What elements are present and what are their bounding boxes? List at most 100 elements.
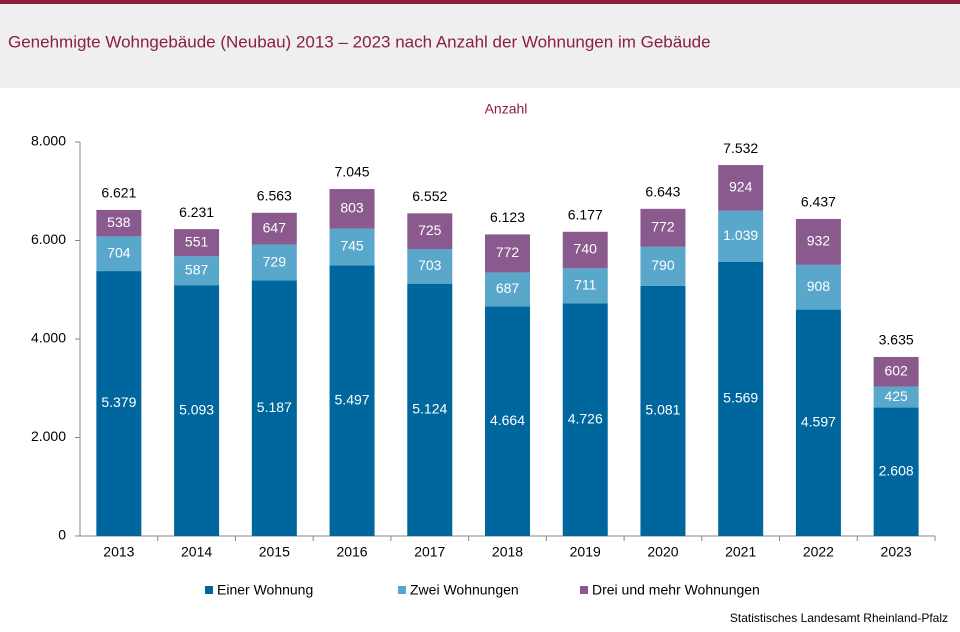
- value-label: 4.664: [490, 412, 525, 428]
- bar-segment: [96, 236, 142, 272]
- bar-segment: [485, 234, 530, 273]
- value-label: 703: [418, 257, 442, 273]
- value-label: 5.081: [645, 402, 680, 418]
- bar-segment: [718, 261, 764, 536]
- x-tick-label: 2021: [725, 544, 756, 560]
- value-label: 5.497: [335, 391, 370, 407]
- x-tick-label: 2018: [492, 544, 523, 560]
- top-rule: [0, 0, 960, 4]
- bar-segment: [873, 407, 919, 536]
- chart-title: Genehmigte Wohngebäude (Neubau) 2013 – 2…: [8, 32, 711, 51]
- bar-segment: [329, 265, 375, 536]
- x-tick-label: 2022: [803, 544, 834, 560]
- y-tick-label: 4.000: [31, 330, 66, 346]
- value-label: 772: [651, 219, 675, 235]
- y-axis-label: Anzahl: [485, 101, 528, 117]
- bar-segment: [96, 271, 142, 536]
- bar-segment: [795, 309, 841, 536]
- total-label: 7.532: [723, 140, 758, 156]
- value-label: 4.597: [801, 414, 836, 430]
- total-label: 6.231: [179, 204, 214, 220]
- bar-segment: [174, 229, 220, 257]
- total-label: 6.437: [801, 194, 836, 210]
- bar-segment: [329, 228, 375, 266]
- bar-segment: [96, 209, 142, 237]
- bar-segment: [562, 231, 608, 269]
- bar-segment: [718, 165, 764, 211]
- value-label: 5.569: [723, 390, 758, 406]
- value-label: 745: [340, 238, 364, 254]
- bar-segment: [174, 256, 220, 286]
- value-label: 5.187: [257, 399, 292, 415]
- bar-segment: [873, 356, 919, 387]
- bar-segment: [718, 210, 764, 262]
- x-tick-label: 2014: [181, 544, 212, 560]
- x-tick-label: 2019: [570, 544, 601, 560]
- value-label: 2.608: [879, 462, 914, 478]
- legend-label: Zwei Wohnungen: [410, 582, 519, 598]
- value-label: 803: [340, 200, 364, 216]
- bar-segment: [873, 386, 919, 408]
- value-label: 729: [263, 253, 287, 269]
- bar-segment: [407, 213, 453, 250]
- value-label: 4.726: [568, 410, 603, 426]
- y-tick-label: 0: [58, 527, 66, 543]
- bar-segment: [485, 272, 530, 307]
- bar-segment: [485, 306, 530, 536]
- x-tick-label: 2013: [103, 544, 134, 560]
- bar-segment: [562, 268, 608, 304]
- value-label: 772: [496, 244, 520, 260]
- y-tick-label: 2.000: [31, 428, 66, 444]
- value-label: 908: [807, 278, 831, 294]
- legend-swatch: [580, 586, 588, 594]
- value-label: 425: [884, 388, 908, 404]
- source: Statistisches Landesamt Rheinland-Pfalz: [730, 611, 948, 625]
- value-label: 932: [807, 233, 831, 249]
- bar-segment: [562, 303, 608, 536]
- bar-segment: [640, 285, 686, 536]
- x-tick-label: 2015: [259, 544, 290, 560]
- value-label: 551: [185, 233, 209, 249]
- value-label: 5.093: [179, 401, 214, 417]
- x-tick-label: 2020: [647, 544, 678, 560]
- value-label: 704: [107, 244, 131, 260]
- value-label: 687: [496, 280, 520, 296]
- total-label: 6.552: [412, 188, 447, 204]
- bar-segment: [329, 189, 375, 229]
- legend-label: Drei und mehr Wohnungen: [592, 582, 760, 598]
- x-tick-label: 2023: [881, 544, 912, 560]
- total-label: 6.177: [568, 206, 603, 222]
- bar-segment: [251, 212, 297, 245]
- bar-segment: [251, 280, 297, 536]
- value-label: 924: [729, 179, 753, 195]
- y-tick-label: 8.000: [31, 133, 66, 149]
- total-label: 6.563: [257, 187, 292, 203]
- total-label: 6.123: [490, 209, 525, 225]
- total-label: 6.643: [645, 184, 680, 200]
- bar-segment: [407, 249, 453, 284]
- x-tick-label: 2016: [336, 544, 367, 560]
- value-label: 587: [185, 261, 209, 277]
- legend-label: Einer Wohnung: [217, 582, 313, 598]
- value-label: 538: [107, 214, 131, 230]
- value-label: 1.039: [723, 227, 758, 243]
- bar-segment: [640, 208, 686, 247]
- total-label: 3.635: [879, 332, 914, 348]
- value-label: 5.379: [101, 394, 136, 410]
- value-label: 725: [418, 222, 442, 238]
- bar-segment: [174, 285, 220, 536]
- bar-segment: [640, 246, 686, 286]
- total-label: 6.621: [101, 185, 136, 201]
- value-label: 711: [574, 276, 597, 292]
- bar-segment: [251, 244, 297, 281]
- bar-segment: [795, 218, 841, 265]
- value-label: 602: [884, 363, 908, 379]
- value-label: 740: [574, 241, 598, 257]
- x-tick-label: 2017: [414, 544, 445, 560]
- bar-segment: [407, 283, 453, 536]
- value-label: 790: [651, 257, 675, 273]
- total-label: 7.045: [335, 164, 370, 180]
- y-tick-label: 6.000: [31, 231, 66, 247]
- bar-segment: [795, 264, 841, 310]
